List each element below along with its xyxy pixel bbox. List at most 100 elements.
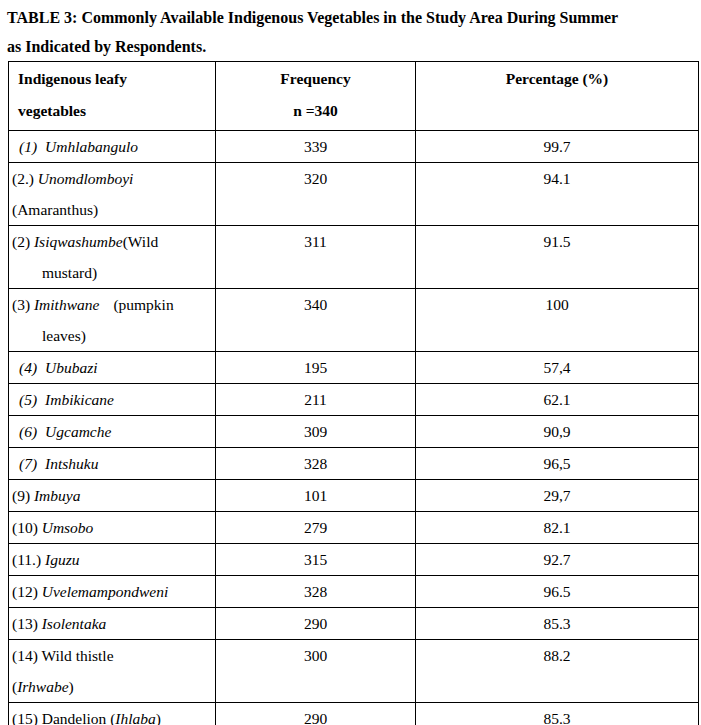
vegetable-name-text: Imbikicane xyxy=(45,391,114,408)
percentage-cell: 92.7 xyxy=(416,544,699,576)
vegetable-name-text: Imithwane xyxy=(34,296,99,313)
vegetable-name-cell: (9) Imbuya xyxy=(9,480,216,512)
vegetable-name-text: leaves) xyxy=(42,327,86,344)
percentage-cell: 96.5 xyxy=(416,576,699,608)
vegetable-name-text: (1) xyxy=(19,138,37,155)
table-row: (12) Uvelemampondweni32896.5 xyxy=(9,576,699,608)
vegetables-table: Indigenous leafy vegetables Frequency n … xyxy=(8,61,699,725)
table-caption: TABLE 3: Commonly Available Indigenous V… xyxy=(7,3,701,61)
table-row: (14) Wild thistle(Irhwabe)30088.2 xyxy=(9,640,699,703)
vegetable-name-text: Imbuya xyxy=(34,487,81,504)
frequency-cell: 211 xyxy=(216,384,416,416)
percentage-cell: 62.1 xyxy=(416,384,699,416)
vegetable-name-text: Isiqwashumbe xyxy=(34,233,123,250)
vegetable-name-cell: (10) Umsobo xyxy=(9,512,216,544)
table-body: (1)Umhlabangulo33999.7(2.) Unomdlomboyi(… xyxy=(9,131,699,725)
frequency-cell: 309 xyxy=(216,416,416,448)
vegetable-name-text: (5) xyxy=(19,391,37,408)
vegetable-name-cell: (5) Imbikicane xyxy=(9,384,216,416)
frequency-cell: 195 xyxy=(216,352,416,384)
vegetable-name-text: Ugcamche xyxy=(45,423,111,440)
table-row: (10) Umsobo27982.1 xyxy=(9,512,699,544)
frequency-cell: 300 xyxy=(216,640,416,703)
table-row: (1)Umhlabangulo33999.7 xyxy=(9,131,699,163)
percentage-cell: 94.1 xyxy=(416,163,699,226)
percentage-cell: 57,4 xyxy=(416,352,699,384)
table-row: (5) Imbikicane 21162.1 xyxy=(9,384,699,416)
table-row: (11.) Iguzu31592.7 xyxy=(9,544,699,576)
header-frequency: Frequency n =340 xyxy=(216,62,416,131)
table-row: (4) Ububazi 19557,4 xyxy=(9,352,699,384)
frequency-cell: 328 xyxy=(216,448,416,480)
frequency-cell: 290 xyxy=(216,703,416,725)
table-caption-line2: as Indicated by Respondents. xyxy=(7,32,701,61)
frequency-cell: 340 xyxy=(216,289,416,352)
frequency-cell: 328 xyxy=(216,576,416,608)
percentage-cell: 99.7 xyxy=(416,131,699,163)
frequency-cell: 315 xyxy=(216,544,416,576)
table-row: (13) Isolentaka29085.3 xyxy=(9,608,699,640)
percentage-cell: 96,5 xyxy=(416,448,699,480)
vegetable-name-text: Uvelemampondweni xyxy=(42,583,169,600)
vegetable-name-text: (3) xyxy=(12,296,34,313)
vegetable-name-cell: (11.) Iguzu xyxy=(9,544,216,576)
vegetable-name-text: (15) Dandelion ( xyxy=(12,710,115,725)
frequency-cell: 290 xyxy=(216,608,416,640)
header-vegetables: Indigenous leafy vegetables xyxy=(9,62,216,131)
percentage-cell: 88.2 xyxy=(416,640,699,703)
vegetable-name-cell: (13) Isolentaka xyxy=(9,608,216,640)
vegetable-name-text: ) xyxy=(69,678,74,695)
vegetable-name-text: Intshuku xyxy=(45,455,98,472)
vegetable-name-text: Irhwabe xyxy=(17,678,68,695)
percentage-cell: 91.5 xyxy=(416,226,699,289)
frequency-cell: 279 xyxy=(216,512,416,544)
table-caption-line1: TABLE 3: Commonly Available Indigenous V… xyxy=(7,3,701,32)
percentage-cell: 29,7 xyxy=(416,480,699,512)
vegetable-name-text: (11.) xyxy=(12,551,45,568)
table-row: (9) Imbuya10129,7 xyxy=(9,480,699,512)
table-row: (2) Isiqwashumbe(Wildmustard)31191.5 xyxy=(9,226,699,289)
vegetable-name-text: mustard) xyxy=(42,264,97,281)
vegetable-name-text: (12) xyxy=(12,583,42,600)
table-row: (2.) Unomdlomboyi (Amaranthus) 32094.1 xyxy=(9,163,699,226)
percentage-cell: 85.3 xyxy=(416,703,699,725)
vegetable-name-text: (pumpkin xyxy=(113,296,173,313)
vegetable-name-text: (13) xyxy=(12,615,42,632)
table-row: (15) Dandelion (Ihlaba)29085.3 xyxy=(9,703,699,725)
vegetable-name-cell: (1) Umhlabangulo xyxy=(9,131,216,163)
vegetable-name-cell: (4) Ububazi xyxy=(9,352,216,384)
vegetable-name-cell: (15) Dandelion (Ihlaba) xyxy=(9,703,216,725)
vegetable-name-text: (10) xyxy=(12,519,42,536)
vegetable-name-text: (2.) xyxy=(12,170,38,187)
vegetable-name-text: (6) xyxy=(19,423,37,440)
percentage-cell: 82.1 xyxy=(416,512,699,544)
frequency-cell: 101 xyxy=(216,480,416,512)
vegetable-name-text: Umsobo xyxy=(42,519,94,536)
vegetable-name-text: Unomdlomboyi xyxy=(38,170,134,187)
vegetable-name-cell: (14) Wild thistle(Irhwabe) xyxy=(9,640,216,703)
vegetable-name-text: (Amaranthus) xyxy=(12,201,98,218)
vegetable-name-text: (2) xyxy=(12,233,34,250)
header-percentage: Percentage (%) xyxy=(416,62,699,131)
frequency-cell: 320 xyxy=(216,163,416,226)
vegetable-name-cell: (7) Intshuku xyxy=(9,448,216,480)
vegetable-name-cell: (2.) Unomdlomboyi (Amaranthus) xyxy=(9,163,216,226)
vegetable-name-text: (4) xyxy=(19,359,37,376)
vegetable-name-text: Umhlabangulo xyxy=(45,138,138,155)
table-row: (7) Intshuku 32896,5 xyxy=(9,448,699,480)
percentage-cell: 90,9 xyxy=(416,416,699,448)
vegetable-name-text: Ububazi xyxy=(45,359,98,376)
frequency-cell: 311 xyxy=(216,226,416,289)
vegetable-name-text: Ihlaba xyxy=(115,710,155,725)
vegetable-name-cell: (12) Uvelemampondweni xyxy=(9,576,216,608)
percentage-cell: 85.3 xyxy=(416,608,699,640)
vegetable-name-cell: (2) Isiqwashumbe(Wildmustard) xyxy=(9,226,216,289)
table-row: (6) Ugcamche 30990,9 xyxy=(9,416,699,448)
vegetable-name-text: (14) Wild thistle xyxy=(12,647,114,664)
vegetable-name-cell: (3) Imithwane (pumpkin leaves) xyxy=(9,289,216,352)
vegetable-name-text: (7) xyxy=(19,455,37,472)
vegetable-name-text: Isolentaka xyxy=(42,615,107,632)
vegetable-name-text: Iguzu xyxy=(45,551,79,568)
vegetable-name-text: (9) xyxy=(12,487,34,504)
header-row: Indigenous leafy vegetables Frequency n … xyxy=(9,62,699,131)
